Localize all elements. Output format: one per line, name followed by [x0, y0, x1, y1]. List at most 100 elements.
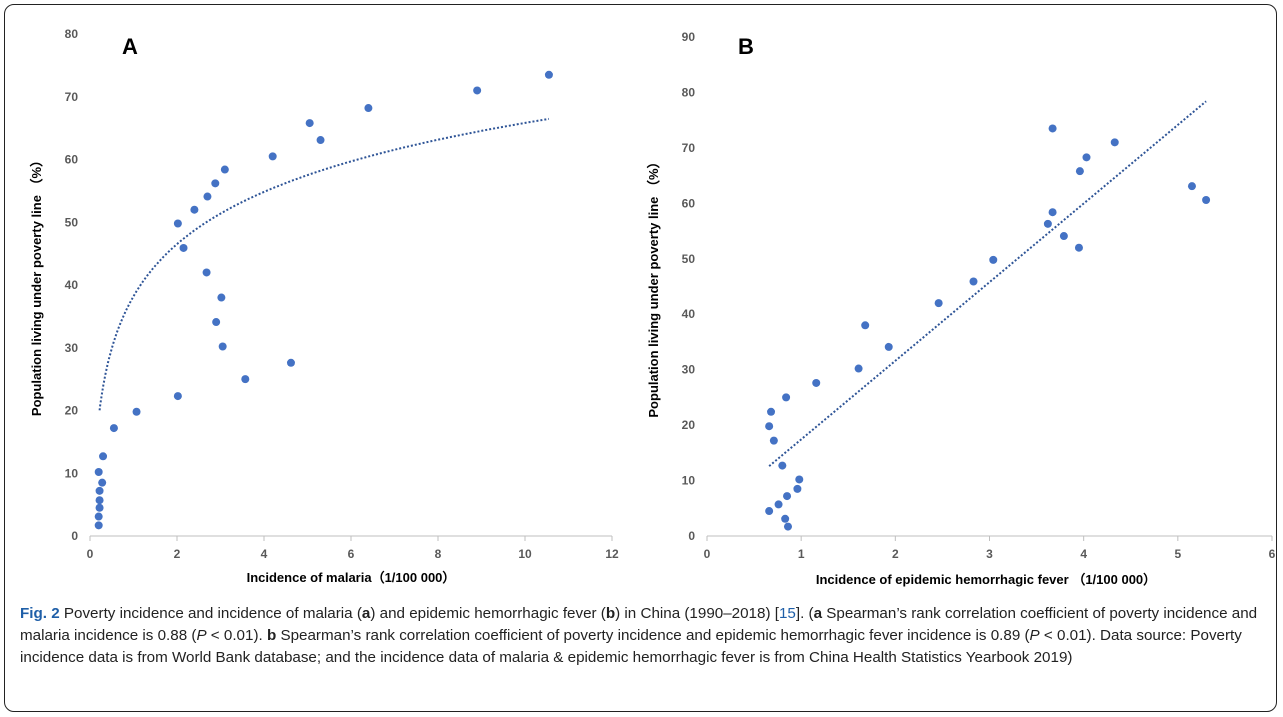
caption-b: b	[605, 605, 616, 622]
caption-text: ) in China (1990–2018) [	[615, 605, 779, 622]
data-point	[473, 86, 482, 95]
data-point	[861, 321, 870, 330]
data-point	[1043, 219, 1052, 228]
data-point	[767, 407, 776, 416]
y-tick-label: 50	[65, 215, 79, 229]
data-point	[1110, 138, 1119, 147]
data-point	[774, 500, 783, 509]
data-point	[94, 467, 103, 476]
data-point	[179, 243, 188, 252]
data-point	[544, 70, 553, 79]
data-point	[218, 342, 227, 351]
data-point	[220, 165, 229, 174]
x-tick-label: 8	[435, 547, 442, 561]
data-point	[94, 512, 103, 521]
caption-text: Spearman’s rank correlation coefficient …	[276, 627, 1030, 644]
y-tick-label: 20	[682, 418, 696, 432]
data-point	[782, 393, 791, 402]
data-point	[94, 521, 103, 530]
panel-a-chart: 0 10 20 30 40 50 60 70 80 0 2 4 6 8 10 12 A Incidence of …	[29, 27, 619, 585]
x-tick-label: 6	[348, 547, 355, 561]
data-point	[109, 424, 118, 433]
data-point	[268, 152, 277, 161]
data-point	[1075, 167, 1084, 176]
data-point	[934, 299, 943, 308]
data-point	[783, 522, 792, 531]
caption-reference-link[interactable]: 15	[778, 605, 796, 622]
data-point	[778, 461, 787, 470]
y-tick-label: 90	[682, 30, 696, 44]
data-point	[1082, 153, 1091, 162]
figure-frame	[4, 4, 1277, 712]
x-tick-label: 3	[986, 547, 993, 561]
x-tick-label: 5	[1174, 547, 1181, 561]
data-point	[95, 503, 104, 512]
panel-letter: B	[738, 34, 754, 59]
y-tick-label: 0	[688, 529, 695, 543]
caption-text: ) and epidemic hemorrhagic fever (	[370, 605, 606, 622]
data-point	[203, 192, 212, 201]
caption-text: Poverty incidence and incidence of malar…	[59, 605, 362, 622]
data-point	[212, 318, 221, 327]
figure-caption: Fig. 2 Poverty incidence and incidence o…	[20, 603, 1265, 669]
data-point	[1187, 182, 1196, 191]
caption-text: < 0.01).	[206, 627, 267, 644]
data-point	[989, 255, 998, 264]
data-point	[969, 277, 978, 286]
data-point	[217, 293, 226, 302]
panel-b-chart: 0 10 20 30 40 50 60 70 80 90 0 1 2 3 4 5 6 B Incidence of …	[646, 30, 1276, 587]
data-point	[95, 486, 104, 495]
data-point	[769, 436, 778, 445]
y-tick-label: 20	[65, 404, 79, 418]
caption-p: P	[196, 627, 207, 644]
x-tick-label: 2	[174, 547, 181, 561]
y-tick-label: 40	[65, 278, 79, 292]
y-tick-label: 10	[65, 466, 79, 480]
caption-p: P	[1029, 627, 1040, 644]
y-tick-label: 30	[65, 341, 79, 355]
y-axis-title: Population living under poverty line （%）	[646, 155, 661, 417]
data-point	[1059, 232, 1068, 241]
x-tick-label: 4	[261, 547, 268, 561]
data-point	[1074, 243, 1083, 252]
data-point	[795, 475, 804, 484]
caption-a: a	[361, 605, 371, 622]
data-point	[190, 205, 199, 214]
y-tick-label: 80	[65, 27, 79, 41]
data-point	[1048, 208, 1057, 217]
x-tick-label: 0	[87, 547, 94, 561]
data-point	[132, 407, 141, 416]
caption-text: ]. (	[795, 605, 814, 622]
x-tick-label: 10	[518, 547, 532, 561]
x-tick-label: 2	[892, 547, 899, 561]
x-axis-title: Incidence of malaria（1/100 000）	[247, 570, 456, 585]
data-point	[316, 136, 325, 145]
data-point	[1202, 196, 1211, 205]
data-point	[95, 496, 104, 505]
data-point	[854, 364, 863, 373]
y-tick-label: 40	[682, 307, 696, 321]
data-point	[783, 492, 792, 501]
trend-line	[768, 100, 1207, 467]
data-point	[286, 358, 295, 367]
x-tick-label: 12	[605, 547, 619, 561]
caption-text: Spearman’s rank correlation coefficient …	[20, 605, 1258, 644]
data-point	[173, 219, 182, 228]
y-tick-label: 10	[682, 474, 696, 488]
data-point	[793, 484, 802, 493]
data-point	[884, 342, 893, 351]
x-tick-label: 4	[1080, 547, 1087, 561]
y-tick-label: 80	[682, 85, 696, 99]
y-tick-label: 60	[682, 196, 696, 210]
caption-label: Fig. 2	[20, 605, 60, 622]
data-point	[173, 392, 182, 401]
y-tick-label: 70	[65, 90, 79, 104]
y-tick-label: 0	[71, 529, 78, 543]
data-point	[812, 378, 821, 387]
y-tick-label: 30	[682, 363, 696, 377]
data-point	[1048, 124, 1057, 133]
data-point	[211, 179, 220, 188]
data-point	[765, 422, 774, 431]
caption-b: b	[266, 627, 277, 644]
